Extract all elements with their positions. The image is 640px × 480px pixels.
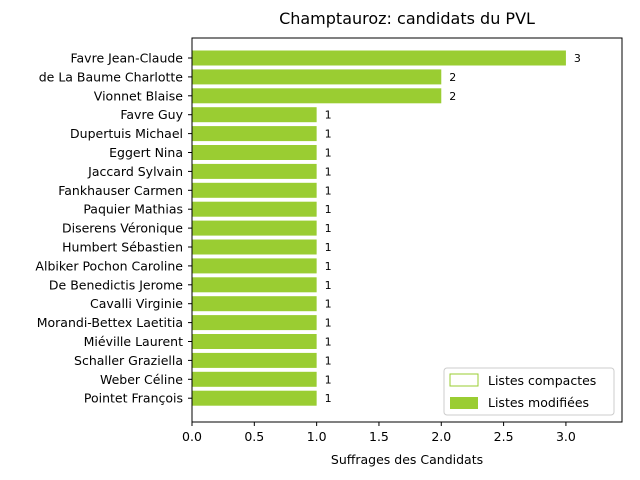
data-label: 1 (325, 260, 332, 273)
y-tick-label: Miéville Laurent (84, 334, 183, 349)
y-tick-label: Cavalli Virginie (90, 296, 183, 311)
bar-modifiees (192, 163, 317, 179)
y-tick-label: Favre Jean-Claude (70, 51, 183, 66)
legend-box (443, 367, 615, 416)
bar-modifiees (192, 126, 317, 142)
bar-modifiees (192, 107, 317, 123)
y-tick-label: Jaccard Sylvain (87, 164, 183, 179)
data-label: 1 (325, 298, 332, 311)
y-tick-label: de La Baume Charlotte (39, 69, 184, 84)
x-tick-label: 0.5 (244, 429, 264, 444)
data-label: 1 (325, 128, 332, 141)
data-labels: 3 2 2 1 1 1 1 1 1 1 1 1 1 1 1 1 1 1 1 (325, 52, 581, 405)
bar-modifiees (192, 88, 442, 104)
data-label: 1 (325, 109, 332, 122)
y-tick-label: Pointet François (84, 391, 183, 406)
bar-modifiees (192, 277, 317, 293)
data-label: 1 (325, 147, 332, 160)
x-axis-ticks: 0.0 0.5 1.0 1.5 2.0 2.5 3.0 (182, 422, 576, 444)
data-label: 1 (325, 203, 332, 216)
x-tick-label: 1.5 (369, 429, 389, 444)
y-tick-label: Humbert Sébastien (62, 240, 183, 255)
y-tick-label: De Benedictis Jerome (49, 277, 183, 292)
y-tick-label: Diserens Véronique (62, 221, 183, 236)
plot-frame (191, 37, 623, 423)
x-tick-label: 2.5 (494, 429, 514, 444)
data-label: 1 (325, 317, 332, 330)
bar-modifiees (192, 390, 317, 406)
y-tick-label: Weber Céline (100, 372, 183, 387)
data-label: 1 (325, 354, 332, 367)
y-tick-label: Favre Guy (120, 107, 183, 122)
bar-modifiees (192, 258, 317, 274)
data-label: 1 (325, 373, 332, 386)
data-label: 1 (325, 241, 332, 254)
bar-modifiees (192, 69, 442, 85)
y-tick-label: Paquier Mathias (83, 202, 183, 217)
data-label: 2 (449, 71, 456, 84)
x-tick-label: 1.0 (307, 429, 327, 444)
y-tick-label: Fankhauser Carmen (58, 183, 183, 198)
x-tick-label: 3.0 (556, 429, 576, 444)
bar-modifiees (192, 145, 317, 160)
data-label: 1 (325, 279, 332, 292)
bar-modifiees (192, 315, 317, 331)
legend: Listes compactes Listes modifiées (443, 367, 615, 416)
y-tick-label: Eggert Nina (109, 145, 183, 160)
x-axis-label: Suffrages des Candidats (331, 452, 483, 467)
legend-swatch-compactes (449, 373, 479, 387)
data-label: 1 (325, 165, 332, 178)
data-label: 2 (449, 90, 456, 103)
bar-modifiees (192, 296, 317, 312)
bars-group (192, 50, 566, 406)
legend-label-compactes: Listes compactes (488, 373, 596, 388)
y-tick-label: Vionnet Blaise (94, 88, 184, 103)
bar-modifiees (192, 182, 317, 198)
bar-modifiees (192, 220, 317, 236)
y-tick-labels: Favre Jean-Claude de La Baume Charlotte Vi… (35, 51, 192, 406)
bar-modifiees (192, 50, 566, 66)
bar-modifiees (192, 371, 317, 387)
x-tick-label: 2.0 (431, 429, 451, 444)
data-label: 3 (574, 52, 581, 65)
data-label: 1 (325, 392, 332, 405)
data-label: 1 (325, 336, 332, 349)
bar-modifiees (192, 352, 317, 368)
data-label: 1 (325, 184, 332, 197)
y-tick-label: Dupertuis Michael (70, 126, 183, 141)
bar-modifiees (192, 201, 317, 217)
legend-swatch-modifiees (450, 397, 478, 409)
y-tick-label: Morandi-Bettex Laetitia (37, 315, 183, 330)
y-tick-label: Schaller Graziella (74, 353, 183, 368)
legend-label-modifiees: Listes modifiées (488, 395, 589, 410)
x-tick-label: 0.0 (182, 429, 202, 444)
data-label: 1 (325, 222, 332, 235)
chart-title: Champtauroz: candidats du PVL (279, 9, 535, 28)
y-tick-label: Albiker Pochon Caroline (35, 258, 183, 273)
bar-modifiees (192, 334, 317, 349)
bar-modifiees (192, 239, 317, 255)
